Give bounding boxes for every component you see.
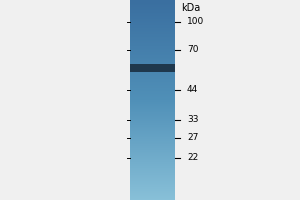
Text: 44: 44 (187, 86, 198, 95)
Text: 33: 33 (187, 116, 199, 124)
Text: 100: 100 (187, 18, 204, 26)
Text: 70: 70 (187, 46, 199, 54)
Text: 22: 22 (187, 154, 198, 162)
Bar (130, 64, 175, 72)
Text: 27: 27 (187, 134, 198, 142)
Text: kDa: kDa (181, 3, 200, 13)
